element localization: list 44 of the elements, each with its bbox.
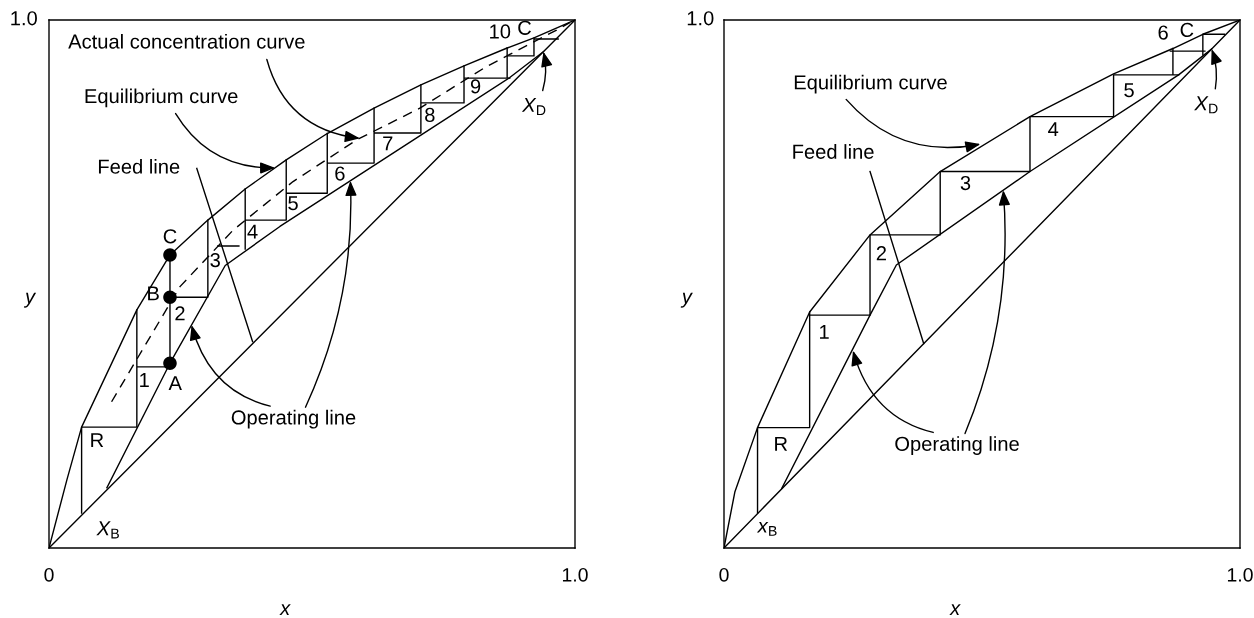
annotation: R bbox=[775, 436, 788, 451]
annotation: A bbox=[168, 376, 182, 391]
annotation: B bbox=[148, 286, 159, 301]
annotation: 3 bbox=[210, 252, 220, 268]
annotation: X$_{B}$ bbox=[96, 521, 119, 539]
annotation: Feed line bbox=[793, 144, 874, 159]
x-tick-label: 0 bbox=[44, 567, 54, 582]
annotation: C bbox=[1180, 22, 1194, 38]
annotation: C bbox=[518, 20, 532, 35]
annotation: 7 bbox=[383, 136, 393, 151]
annotation: 10 bbox=[490, 24, 511, 39]
annotation: Feed line bbox=[98, 158, 180, 174]
x-tick-label: 1.0 bbox=[562, 567, 588, 582]
x-axis-title: x bbox=[279, 604, 291, 615]
annotation: Operating line bbox=[231, 409, 356, 429]
annotation: x$_{B}$ bbox=[756, 521, 777, 536]
annotation: 4 bbox=[1048, 122, 1059, 137]
text: 1.0 bbox=[11, 11, 37, 26]
x-tick-label: 1.0 bbox=[1227, 567, 1253, 582]
annotation: 2 bbox=[175, 306, 185, 321]
annotation: 3 bbox=[960, 175, 971, 191]
annotation: 4 bbox=[247, 224, 258, 239]
x-tick-label: 0 bbox=[719, 567, 729, 582]
annotation: R bbox=[91, 433, 104, 448]
annotation: X$_{D}$ bbox=[521, 97, 546, 116]
annotation: X$_{D}$ bbox=[1194, 96, 1218, 114]
annotation: 5 bbox=[1124, 83, 1134, 98]
annotation: 6 bbox=[1158, 25, 1168, 40]
y-axis-title: y bbox=[23, 292, 37, 308]
x-axis-title: x bbox=[949, 604, 961, 615]
annotation: 1 bbox=[820, 324, 829, 339]
text: 1.0 bbox=[687, 11, 714, 26]
annotation: Equilibrium curve bbox=[85, 88, 238, 108]
annotation: Actual concentration curve bbox=[68, 33, 305, 49]
annotation: C bbox=[163, 229, 177, 244]
annotation: Equilibrium curve bbox=[794, 74, 947, 94]
annotation: 8 bbox=[425, 107, 435, 123]
annotation: Operating line bbox=[895, 436, 1019, 455]
annotation: 5 bbox=[288, 196, 298, 211]
annotation: 6 bbox=[335, 166, 345, 181]
annotation: 2 bbox=[876, 246, 886, 261]
y-axis-title: y bbox=[680, 292, 693, 308]
annotation: 9 bbox=[470, 79, 481, 94]
annotation: 1 bbox=[140, 373, 149, 387]
